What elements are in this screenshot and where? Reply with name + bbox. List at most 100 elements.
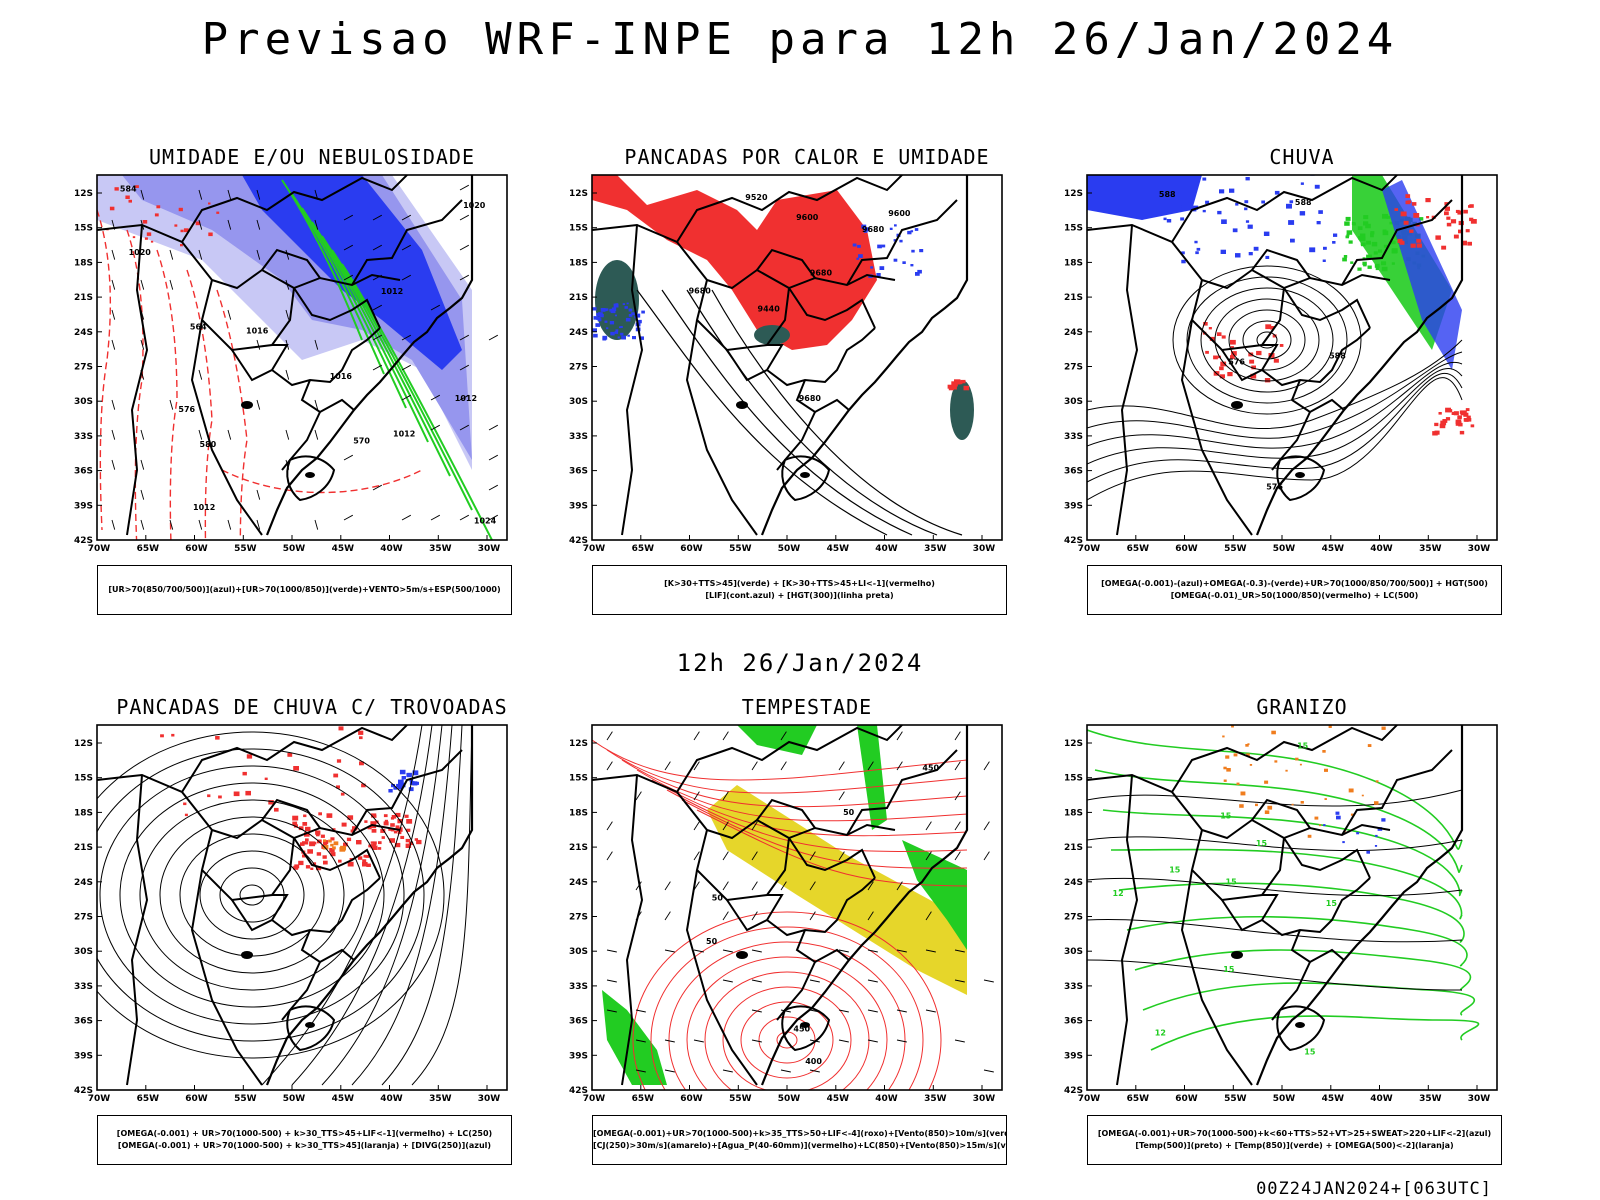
lat-label: 18S (74, 808, 93, 818)
lon-label: 65W (632, 544, 655, 554)
omega500-orange-spot (1264, 780, 1269, 784)
omega-blue-spot (1289, 200, 1294, 204)
omega500-orange-spot (1271, 730, 1276, 735)
wind-vector (227, 519, 232, 530)
wind-vector (111, 519, 116, 530)
omega-blue-spot (1333, 233, 1338, 237)
thunder-red-spot (264, 777, 268, 780)
precip-red-spot (1250, 373, 1257, 379)
omega500-orange-spot (1225, 755, 1230, 759)
wind-vector (693, 791, 700, 801)
precip-red-spot (1426, 216, 1430, 219)
thunder-red-spot (384, 819, 388, 823)
omega500-orange-spot (1367, 744, 1372, 747)
lifted-index-contour (615, 329, 619, 332)
precip-red-spot (1230, 355, 1235, 359)
lifted-index-contour (613, 303, 619, 308)
omega-blue-spot (1196, 247, 1201, 251)
contour-label: 1012 (381, 287, 403, 296)
country-border (293, 287, 381, 329)
hail-blue-spot (1381, 818, 1386, 822)
lifted-index-contour (610, 309, 616, 314)
omega-blue-spot (1286, 203, 1292, 209)
omega-blue-spot (1181, 251, 1185, 255)
map-layers: 15 15 15 15 15 12 12 15 15 15 (1087, 725, 1480, 1086)
panel-title: TEMPESTADE (741, 695, 873, 719)
thunder-red-spot (364, 820, 368, 823)
contour-label: 584 (120, 185, 137, 194)
lon-label: 50W (283, 1094, 306, 1104)
country-border (190, 319, 263, 536)
precipitable-water-contour (651, 779, 968, 837)
thunder-red-spot (416, 839, 422, 845)
wind-vector (343, 214, 354, 221)
lifted-index-contour (626, 302, 629, 305)
contour-label: 12 (1155, 1029, 1166, 1038)
omega-blue-spot (1332, 241, 1336, 244)
thunder-red-spot (406, 819, 413, 824)
wind-vector (896, 881, 903, 891)
omega500-orange-spot (1324, 768, 1328, 772)
omega-blue-spot (1323, 246, 1327, 250)
wind-vector (169, 249, 174, 260)
omega500-orange-spot (1328, 725, 1332, 728)
streamline (381, 725, 463, 1086)
panel-umidade: UMIDADE E/OU NEBULOSIDADE 1012 1012 1012 10… (62, 145, 562, 615)
thunder-red-spot (378, 841, 382, 845)
wind-vector (111, 429, 116, 440)
instability-red-area (592, 175, 877, 350)
contour-label: 15 (1169, 866, 1181, 875)
precip-red-spot (1256, 350, 1262, 356)
omega-blue-spot (1205, 200, 1210, 204)
wind-vector (372, 334, 383, 341)
panel-caption: [UR>70(850/700/500)](azul)+[UR>70(1000/8… (97, 565, 512, 615)
country-border (1251, 798, 1311, 829)
hail-blue-spot (1342, 841, 1345, 844)
wind-vector (314, 519, 319, 530)
lifted-index-contour (907, 230, 912, 235)
wind-vector (838, 761, 845, 771)
panel-caption: [OMEGA(-0.001)-(azul)+OMEGA(-0.3)-(verde… (1087, 565, 1502, 615)
wind-vector (256, 399, 261, 410)
lon-label: 45W (332, 544, 355, 554)
omega-blue-spot (1232, 228, 1238, 233)
thickness-label-spot (180, 244, 183, 247)
thunder-red-spot (372, 841, 377, 845)
lat-label: 42S (1064, 536, 1083, 546)
thickness-label-spot (208, 232, 213, 237)
lon-label: 40W (380, 544, 403, 554)
lat-label: 30S (569, 947, 588, 957)
country-border (1271, 411, 1311, 471)
uruguay-border (781, 1005, 831, 1052)
wind-vector (314, 399, 319, 410)
wind-vector (111, 309, 116, 320)
omega-blue-spot (1247, 224, 1253, 229)
thunder-red-spot (323, 860, 328, 865)
hail-blue-spot (1335, 811, 1340, 815)
country-border (1190, 279, 1285, 352)
coastline (265, 175, 474, 536)
omega-blue-spot (1166, 219, 1172, 223)
lon-label: 35W (924, 1094, 947, 1104)
wind-vector (401, 364, 412, 371)
lifted-index-contour (632, 336, 636, 340)
precip-red-spot (1458, 422, 1463, 427)
thunder-red-spot (316, 852, 322, 856)
wind-vector (751, 979, 762, 983)
country-border (1283, 287, 1371, 329)
wind-vector (722, 1069, 733, 1073)
hgt300-contour (711, 289, 963, 536)
divergence-blue-spot (401, 776, 406, 780)
thunder-red-spot (395, 812, 401, 817)
wind-vector (693, 821, 700, 831)
wind-vector (896, 1039, 907, 1043)
lifted-index-contour (911, 249, 915, 253)
omega500-orange-spot (1233, 753, 1238, 757)
lifted-index-contour (910, 230, 914, 233)
lat-label: 18S (1064, 808, 1083, 818)
thunder-red-spot (336, 759, 342, 763)
lon-label: 55W (1224, 1094, 1247, 1104)
contour-label: 1020 (463, 201, 486, 210)
lifted-index-contour (635, 313, 641, 318)
hail-blue-spot (1366, 850, 1370, 854)
